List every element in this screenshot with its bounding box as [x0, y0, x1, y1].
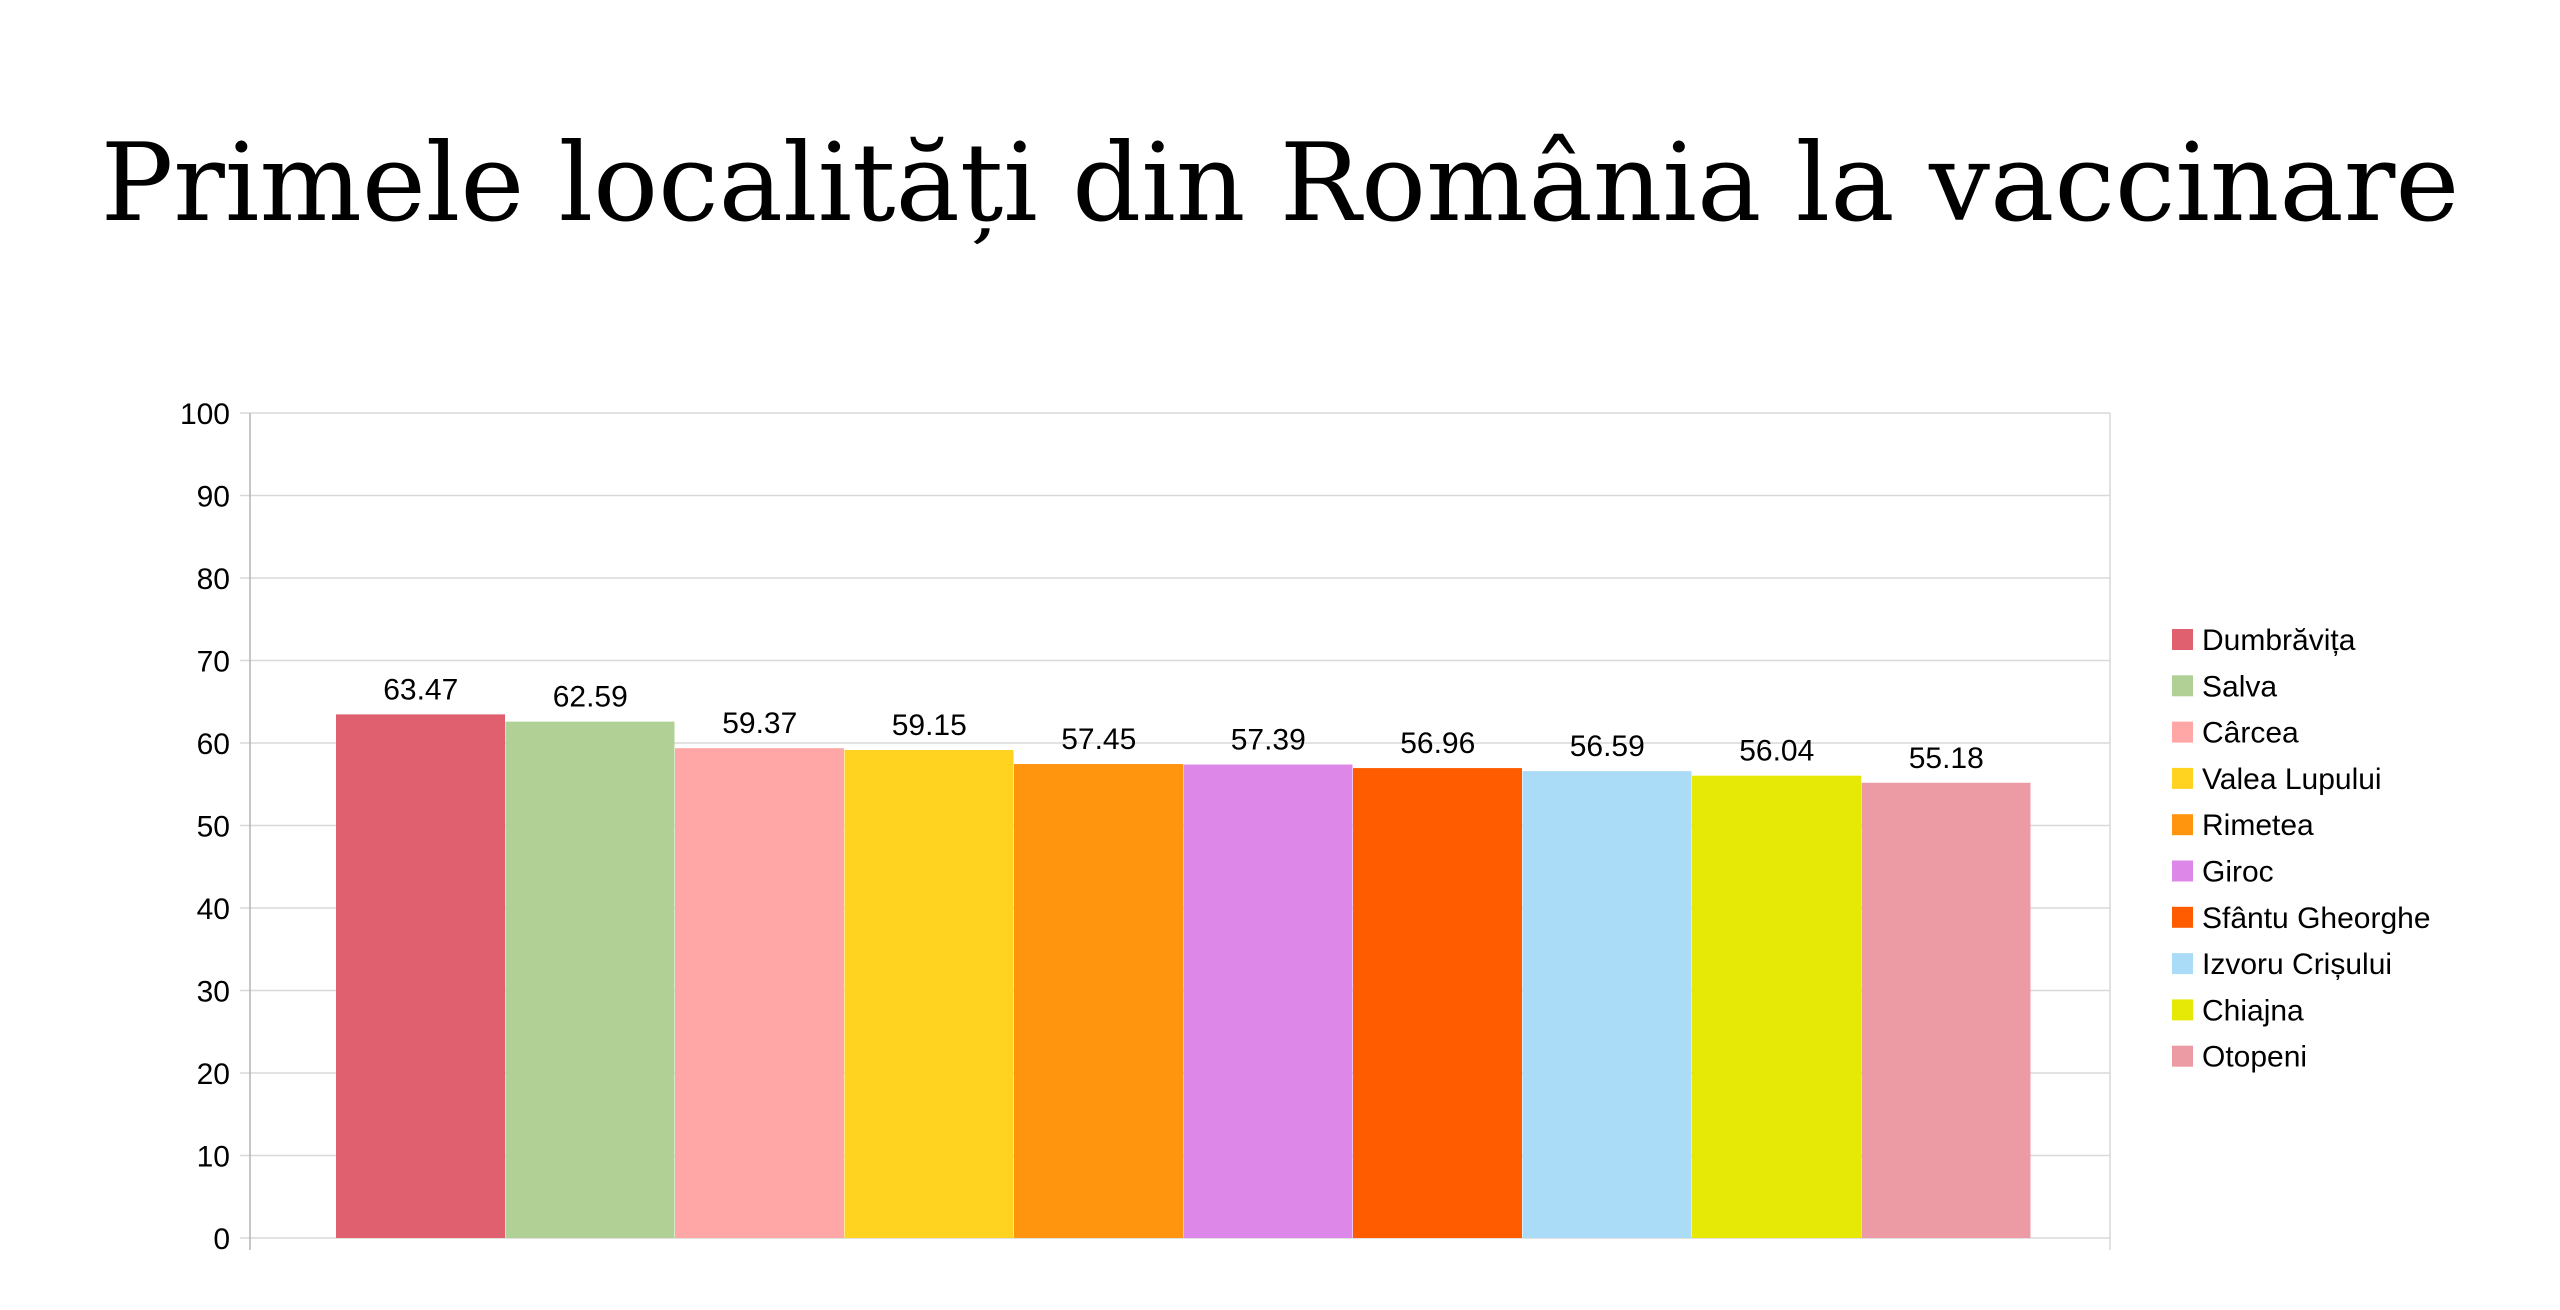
- bar: [1014, 764, 1183, 1238]
- bar: [1183, 764, 1353, 1238]
- legend-swatch: [2172, 767, 2193, 789]
- data-label: 59.15: [892, 709, 967, 742]
- legend-label: Sfântu Gheorghe: [2202, 902, 2431, 935]
- bar: [1861, 782, 2031, 1238]
- data-label: 57.45: [1061, 723, 1136, 756]
- data-label: 57.39: [1231, 724, 1306, 757]
- y-tick-label: 0: [213, 1223, 230, 1256]
- legend-label: Dumbrăvița: [2202, 624, 2356, 657]
- data-label: 63.47: [383, 673, 458, 706]
- legend-label: Valea Lupului: [2202, 763, 2382, 796]
- bar: [336, 714, 505, 1238]
- data-label: 56.96: [1400, 727, 1475, 760]
- legend-swatch: [2172, 1045, 2193, 1067]
- y-tick-label: 90: [197, 481, 230, 514]
- bar: [505, 721, 675, 1238]
- data-labels: 63.47 62.59 59.37 59.15 57.45 57.39 56.96 56.59…: [383, 673, 1984, 774]
- legend-label: Giroc: [2202, 856, 2274, 889]
- legend-label: Rimetea: [2202, 809, 2314, 842]
- legend-swatch: [2172, 721, 2193, 743]
- y-tick-label: 20: [197, 1058, 230, 1091]
- y-tick-label: 40: [197, 893, 230, 926]
- y-tick-label: 10: [197, 1141, 230, 1174]
- y-tick-label: 30: [197, 976, 230, 1009]
- y-tick-label: 70: [197, 646, 230, 679]
- y-tick-label: 50: [197, 811, 230, 844]
- data-label: 59.37: [722, 707, 797, 740]
- data-label: 62.59: [553, 681, 628, 714]
- legend-swatch: [2172, 906, 2193, 928]
- data-label: 56.04: [1739, 735, 1814, 768]
- y-tick-label: 60: [197, 728, 230, 761]
- data-label: 55.18: [1909, 742, 1984, 775]
- legend-swatch: [2172, 999, 2193, 1021]
- y-axis-tick-labels: 0 10 20 30 40 50 60 70 80 90 100: [180, 398, 230, 1256]
- bar: [1353, 768, 1522, 1238]
- legend-swatch: [2172, 629, 2193, 650]
- bar: [1692, 775, 1861, 1238]
- y-tick-label: 100: [180, 398, 230, 431]
- legend-swatch: [2172, 953, 2193, 975]
- bars: [336, 714, 2031, 1238]
- legend-swatch: [2172, 675, 2193, 697]
- legend-swatch: [2172, 860, 2193, 882]
- bar: [844, 750, 1014, 1238]
- bar: [1522, 771, 1692, 1238]
- legend-label: Cârcea: [2202, 717, 2299, 750]
- y-tick-label: 80: [197, 563, 230, 596]
- legend-label: Salva: [2202, 670, 2277, 703]
- data-label: 56.59: [1570, 730, 1645, 763]
- legend-label: Chiajna: [2202, 994, 2304, 1027]
- legend: Dumbrăvița Salva Cârcea Valea Lupului Rimete…: [2172, 624, 2431, 1074]
- bar: [675, 748, 844, 1238]
- axes: [249, 413, 2111, 1250]
- chart-title: Primele localități din România la vaccin…: [100, 121, 2460, 246]
- legend-swatch: [2172, 814, 2193, 836]
- legend-label: Otopeni: [2202, 1041, 2307, 1074]
- legend-label: Izvoru Crișului: [2202, 948, 2392, 981]
